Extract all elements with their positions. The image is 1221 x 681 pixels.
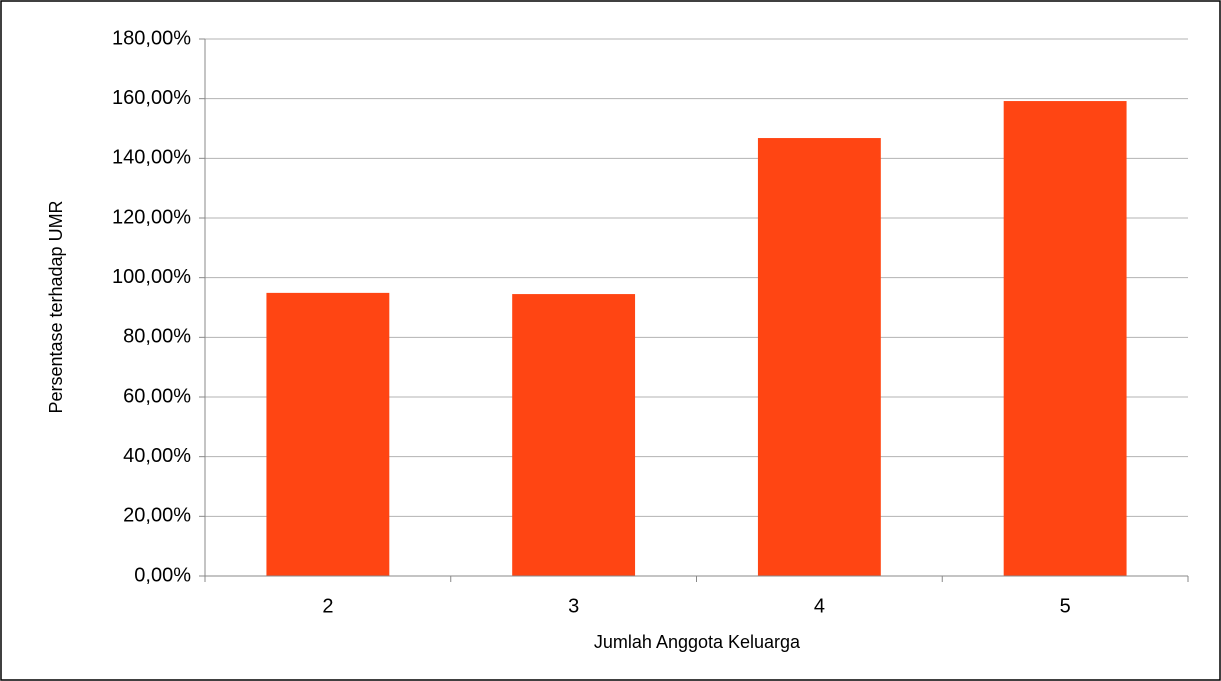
y-tick-label: 60,00% bbox=[123, 385, 191, 407]
x-tick-label: 5 bbox=[1060, 595, 1071, 617]
y-tick-label: 160,00% bbox=[112, 87, 191, 109]
y-tick-label: 100,00% bbox=[112, 266, 191, 288]
bar bbox=[266, 292, 390, 576]
x-tick-label: 4 bbox=[814, 595, 825, 617]
bar bbox=[512, 294, 636, 576]
bar bbox=[757, 138, 881, 576]
y-tick-label: 180,00% bbox=[112, 27, 191, 49]
x-axis-title: Jumlah Anggota Keluarga bbox=[594, 632, 801, 652]
y-axis-title: Persentase terhadap UMR bbox=[46, 200, 66, 413]
y-tick-label: 120,00% bbox=[112, 206, 191, 228]
y-tick-label: 140,00% bbox=[112, 147, 191, 169]
y-tick-label: 20,00% bbox=[123, 505, 191, 527]
y-tick-label: 40,00% bbox=[123, 445, 191, 467]
y-tick-label: 80,00% bbox=[123, 326, 191, 348]
y-tick-label: 0,00% bbox=[134, 564, 191, 586]
x-tick-label: 2 bbox=[322, 595, 333, 617]
bar bbox=[1003, 101, 1127, 576]
x-tick-label: 3 bbox=[568, 595, 579, 617]
